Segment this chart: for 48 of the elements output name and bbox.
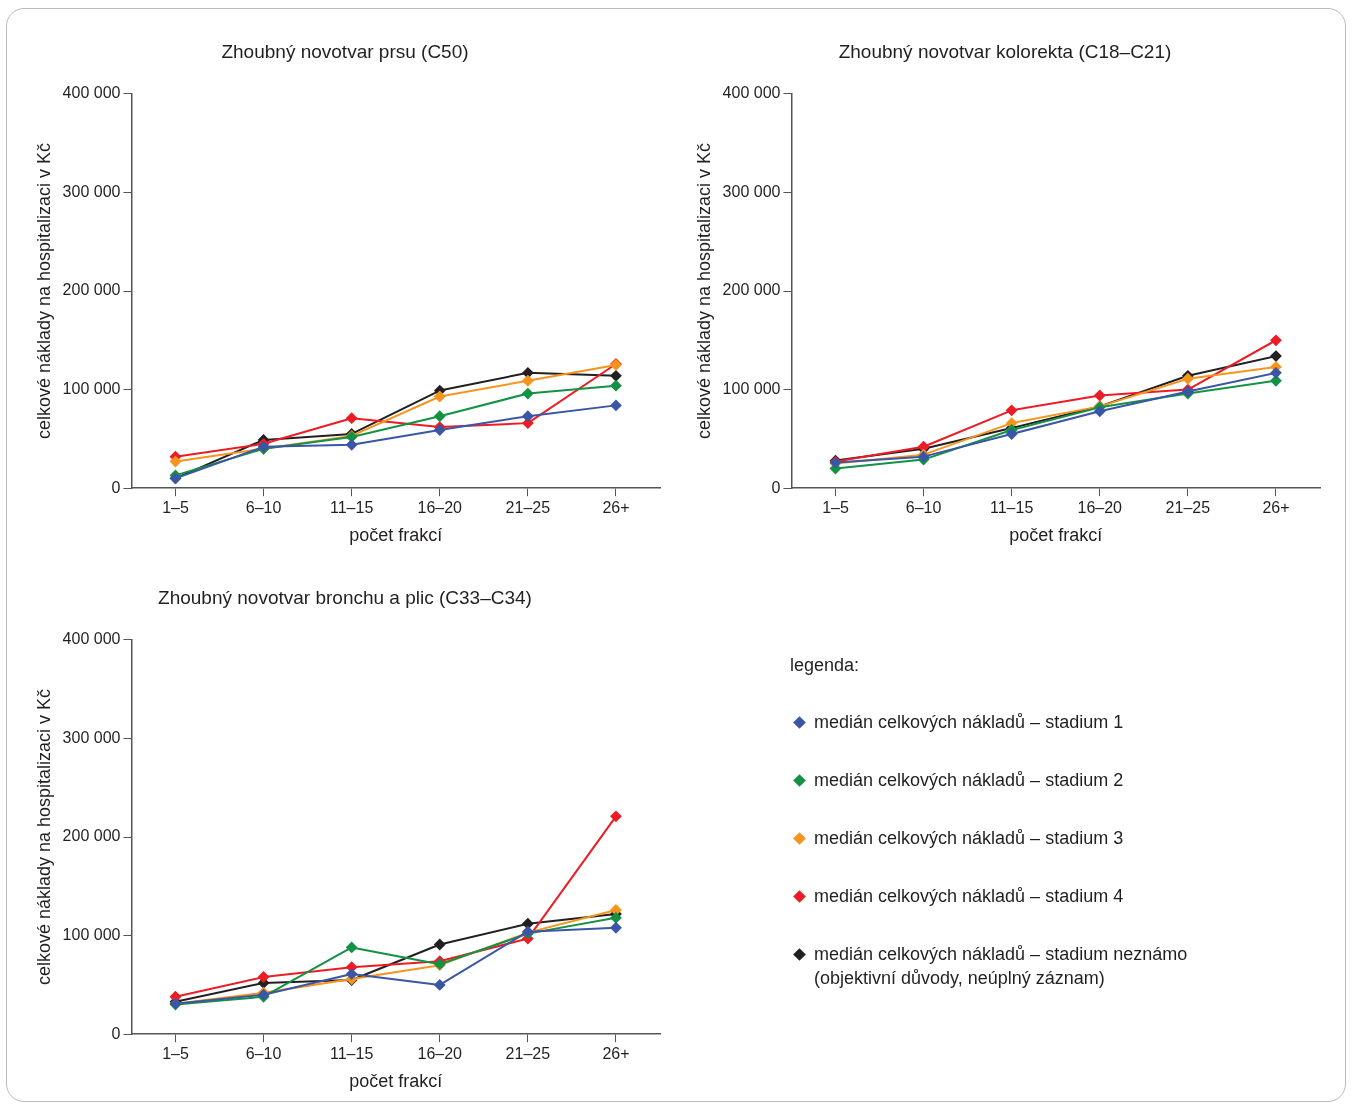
y-tick-label: 400 000 — [62, 84, 121, 102]
chart-title: Zhoubný novotvar kolorekta (C18–C21) — [838, 40, 1172, 62]
y-tick-label: 0 — [111, 478, 121, 496]
x-axis-title: počet frakcí — [349, 525, 443, 546]
x-tick-label: 1–5 — [822, 499, 849, 517]
x-tick-label: 16–20 — [417, 1045, 463, 1063]
x-tick-label: 21–25 — [505, 499, 551, 517]
y-tick-label: 400 000 — [722, 84, 781, 102]
y-tick-label: 300 000 — [722, 182, 781, 200]
legend-label: medián celkových nákladů – stadium 2 — [814, 769, 1124, 792]
y-tick-label: 300 000 — [62, 182, 121, 200]
y-tick-label: 100 000 — [62, 926, 121, 944]
x-tick-label: 6–10 — [245, 499, 282, 517]
y-tick-label: 0 — [771, 478, 781, 496]
x-tick-label: 16–20 — [1077, 499, 1123, 517]
x-axis-title: počet frakcí — [349, 1071, 443, 1092]
x-tick-label: 16–20 — [417, 499, 463, 517]
x-tick-label: 26+ — [1262, 499, 1290, 517]
y-tick-label: 200 000 — [62, 281, 121, 299]
legend-label: medián celkových nákladů – stadium 1 — [814, 711, 1124, 734]
y-tick-label: 100 000 — [62, 380, 121, 398]
legend-title: legenda: — [790, 655, 861, 676]
chart-title: Zhoubný novotvar bronchu a plic (C33–C34) — [158, 586, 532, 608]
y-axis-title: celkové náklady na hospitalizaci v Kč — [693, 142, 714, 440]
x-tick-label: 11–15 — [990, 499, 1034, 517]
y-axis-title: celkové náklady na hospitalizaci v Kč — [33, 142, 54, 440]
chart-title: Zhoubný novotvar prsu (C50) — [221, 40, 469, 62]
x-tick-label: 11–15 — [330, 499, 374, 517]
legend-label: medián celkových nákladů – stadium 4 — [814, 885, 1124, 908]
y-tick-label: 400 000 — [62, 630, 121, 648]
x-tick-label: 1–5 — [162, 499, 189, 517]
y-axis-title: celkové náklady na hospitalizaci v Kč — [33, 688, 54, 986]
x-axis-title: počet frakcí — [1009, 525, 1103, 546]
y-tick-label: 200 000 — [62, 827, 121, 845]
x-tick-label: 26+ — [602, 499, 630, 517]
y-tick-label: 300 000 — [62, 728, 121, 746]
x-tick-label: 21–25 — [505, 1045, 551, 1063]
x-tick-label: 1–5 — [162, 1045, 189, 1063]
legend-label: medián celkových nákladů – stadium 3 — [814, 827, 1124, 850]
x-tick-label: 6–10 — [905, 499, 942, 517]
legend-label: medián celkových nákladů – stadium neznámo (objektivní důvody, neúplný záznam) — [814, 943, 1189, 990]
y-tick-label: 0 — [111, 1024, 121, 1042]
x-tick-label: 26+ — [602, 1045, 630, 1063]
x-tick-label: 6–10 — [245, 1045, 282, 1063]
x-tick-label: 11–15 — [330, 1045, 374, 1063]
x-tick-label: 21–25 — [1165, 499, 1211, 517]
y-tick-label: 200 000 — [722, 281, 781, 299]
y-tick-label: 100 000 — [722, 380, 781, 398]
